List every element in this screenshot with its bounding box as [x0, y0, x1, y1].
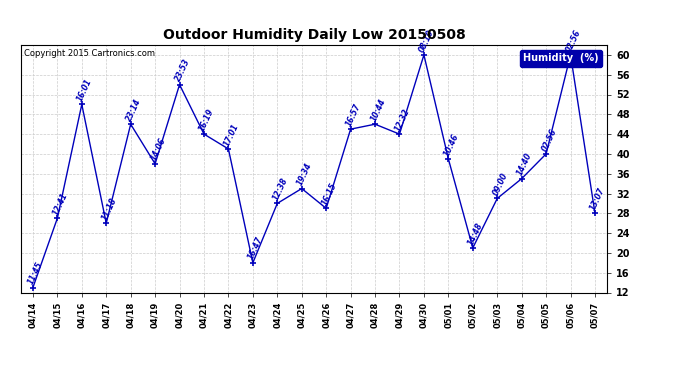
Text: 16:15: 16:15 [320, 181, 338, 207]
Text: Copyright 2015 Cartronics.com: Copyright 2015 Cartronics.com [23, 49, 155, 58]
Text: 23:14: 23:14 [124, 97, 143, 123]
Text: 11:18: 11:18 [100, 196, 118, 222]
Text: 16:57: 16:57 [344, 102, 363, 128]
Text: 02:56: 02:56 [540, 127, 558, 152]
Text: 12:38: 12:38 [271, 176, 289, 202]
Legend: Humidity  (%): Humidity (%) [520, 50, 602, 67]
Text: 17:01: 17:01 [222, 122, 241, 147]
Text: 16:47: 16:47 [246, 236, 265, 261]
Text: 19:34: 19:34 [295, 162, 314, 187]
Text: 09:00: 09:00 [491, 171, 509, 197]
Title: Outdoor Humidity Daily Low 20150508: Outdoor Humidity Daily Low 20150508 [163, 28, 465, 42]
Text: 12:41: 12:41 [51, 191, 70, 217]
Text: 23:53: 23:53 [173, 57, 192, 83]
Text: 08:10: 08:10 [417, 28, 436, 53]
Text: 10:44: 10:44 [369, 97, 387, 123]
Text: 10:46: 10:46 [442, 132, 460, 158]
Text: 14:40: 14:40 [515, 152, 534, 177]
Text: 13:07: 13:07 [589, 186, 607, 212]
Text: 16:01: 16:01 [76, 77, 94, 103]
Text: 16:19: 16:19 [198, 107, 216, 133]
Text: 12:32: 12:32 [393, 107, 411, 133]
Text: 14:48: 14:48 [466, 221, 485, 246]
Text: 11:45: 11:45 [27, 261, 45, 286]
Text: 14:06: 14:06 [149, 137, 167, 162]
Text: 02:56: 02:56 [564, 28, 582, 53]
